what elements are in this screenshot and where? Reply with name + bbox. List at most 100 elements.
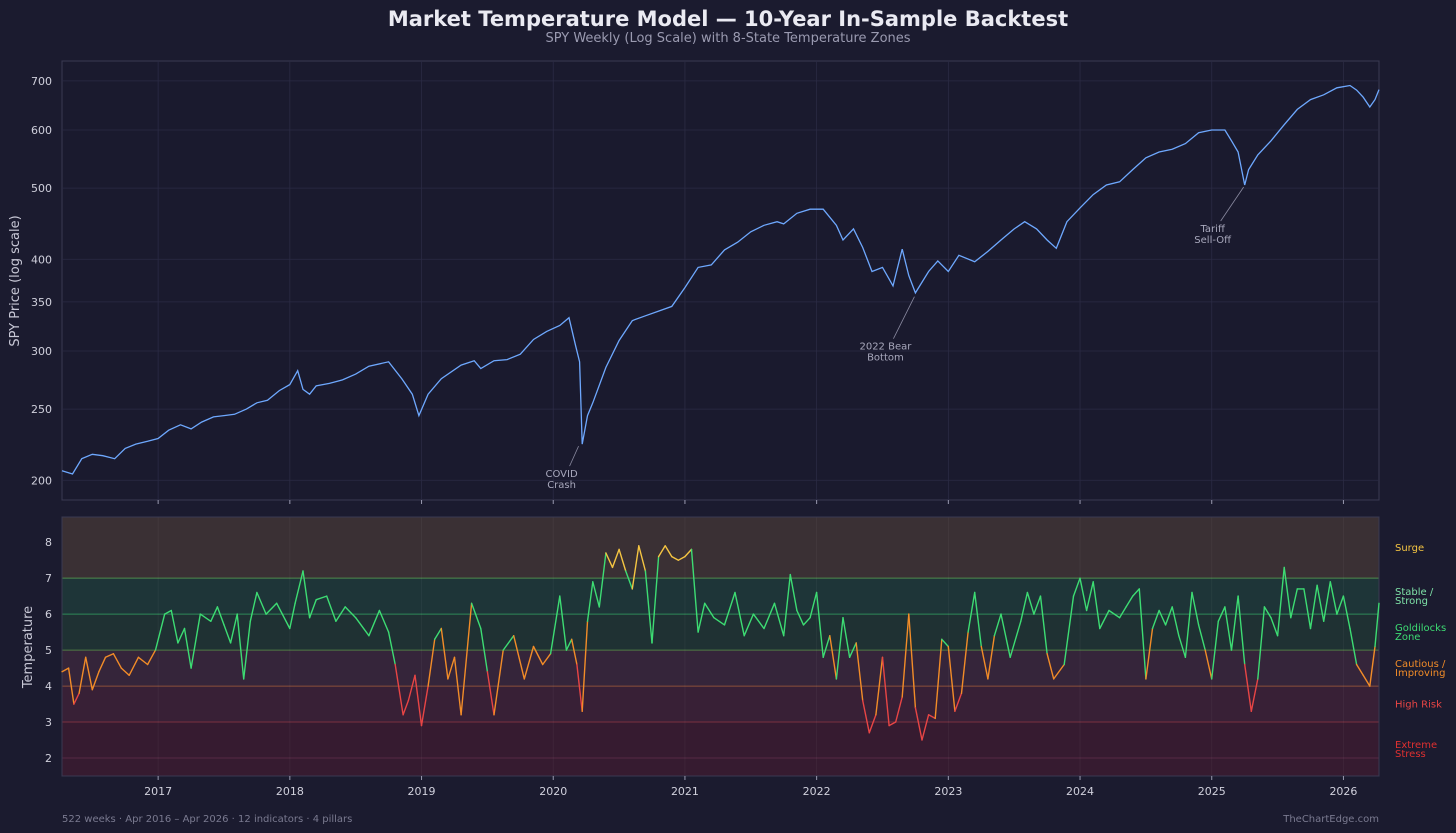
year-tick-label: 2020 (539, 785, 567, 798)
zone-label: Improving (1395, 668, 1445, 679)
temperature-panel-frame (61, 516, 1380, 777)
temperature-line-segment (1108, 609, 1121, 619)
temperature-panel: 2 3 4 5 6 7 8 2017 2018 2019 2020 2021 2022 2023 2024… (21, 516, 1446, 798)
temperature-line-segment (315, 595, 328, 601)
temperature-line-segment (1230, 595, 1239, 651)
temperature-line-segment (486, 671, 495, 716)
temperature-line-segment (420, 685, 429, 727)
temperature-y-tick-label: 3 (45, 716, 52, 729)
temperature-line-segment (993, 613, 1002, 637)
temperature-line-segment (308, 599, 317, 619)
year-tick-label: 2017 (144, 785, 172, 798)
temperature-line-segment (289, 602, 296, 630)
temperature-line-segment (1033, 595, 1042, 615)
temperature-line-segment (947, 645, 956, 712)
temperature-line-segment (199, 613, 212, 622)
temperature-line-segment (236, 613, 245, 680)
temperature-line-segment (91, 671, 100, 691)
temperature-y-tick-label: 8 (45, 536, 52, 549)
temperature-line-segment (256, 591, 267, 615)
zone-band (62, 517, 1379, 579)
temperature-line-segment (941, 638, 949, 648)
annotation-label: COVID (545, 469, 577, 480)
temperature-line-segment (1063, 595, 1075, 666)
temperature-line-segment (921, 714, 930, 741)
temperature-line-segment (1224, 606, 1233, 651)
temperature-line-segment (1184, 591, 1193, 658)
temperature-line-segment (980, 645, 989, 680)
temperature-line-segment (407, 674, 416, 702)
temperature-line-segment (1125, 595, 1134, 608)
temperature-line-segment (581, 620, 589, 712)
temperature-line-segment (987, 635, 996, 680)
temperature-line-segment (1000, 613, 1011, 658)
temperature-line-segment (586, 581, 594, 622)
temperature-line-segment (1158, 609, 1167, 626)
temperature-line-segment (440, 627, 449, 680)
temperature-line-segment (170, 609, 179, 644)
temperature-line-segment (67, 667, 75, 705)
temperature-line-segment (723, 591, 736, 626)
temperature-line-segment (447, 656, 456, 680)
year-tick-label: 2022 (803, 785, 831, 798)
temperature-line-segment (1039, 595, 1048, 655)
temperature-line-segment (934, 638, 943, 720)
temperature-line-segment (1191, 591, 1200, 626)
temperature-line-segment (815, 591, 824, 658)
year-tick-label: 2023 (934, 785, 962, 798)
temperature-line-segment (559, 595, 568, 651)
price-y-tick-label: 500 (31, 182, 52, 195)
zone-band (62, 650, 1379, 687)
temperature-line-segment (1204, 649, 1213, 680)
temperature-line-segment (1020, 591, 1029, 622)
temperature-line-segment (927, 714, 936, 720)
temperature-line-segment (1263, 606, 1272, 619)
temperature-line-segment (704, 602, 715, 619)
temperature-line-segment (1309, 584, 1318, 630)
temperature-line-segment (1257, 606, 1266, 680)
zone-label: Cautious / (1395, 659, 1446, 670)
temperature-line-segment (611, 548, 620, 569)
temperature-line-segment (1210, 620, 1220, 680)
temperature-line-segment (480, 627, 489, 673)
temperature-line-segment (1349, 627, 1358, 666)
temperature-line-segment (1072, 577, 1081, 597)
zone-band (62, 614, 1379, 651)
temperature-line-segment (862, 699, 870, 734)
temperature-line-segment (954, 692, 963, 712)
temperature-line-segment (684, 548, 693, 558)
temperature-line-segment (1336, 595, 1345, 615)
temperature-line-segment (690, 548, 699, 633)
price-y-tick-label: 700 (31, 75, 52, 88)
temperature-line-segment (888, 721, 897, 727)
temperature-line-segment (802, 617, 811, 626)
temperature-line-segment (470, 602, 482, 630)
temperature-line-segment (960, 631, 969, 694)
temperature-line-segment (618, 548, 627, 572)
temperature-line-segment (734, 591, 745, 637)
temperature-line-segment (842, 617, 851, 658)
temperature-line-segment (532, 645, 544, 666)
temperature-line-segment (789, 573, 798, 612)
temperature-line-segment (1178, 635, 1187, 658)
temperature-line-segment (1290, 588, 1299, 619)
temperature-line-segment (743, 613, 755, 637)
annotation-label: Sell-Off (1194, 235, 1232, 246)
temperature-line-segment (190, 613, 202, 669)
temperature-line-segment (1197, 624, 1206, 651)
temperature-line-segment (773, 602, 785, 637)
temperature-line-segment (644, 570, 653, 644)
temperature-line-segment (829, 635, 838, 680)
temperature-line-segment (355, 617, 370, 637)
temperature-line-segment (146, 649, 157, 666)
temperature-y-axis-label: Temperature (21, 606, 36, 689)
temperature-line-segment (752, 613, 765, 630)
temperature-line-segment (855, 642, 864, 702)
temperature-line-segment (493, 649, 504, 716)
temperature-line-segment (1362, 674, 1371, 687)
zone-label: Goldilocks (1395, 623, 1446, 634)
temperature-line-segment (1009, 620, 1022, 658)
year-tick-label: 2025 (1198, 785, 1226, 798)
price-y-tick-label: 350 (31, 296, 52, 309)
